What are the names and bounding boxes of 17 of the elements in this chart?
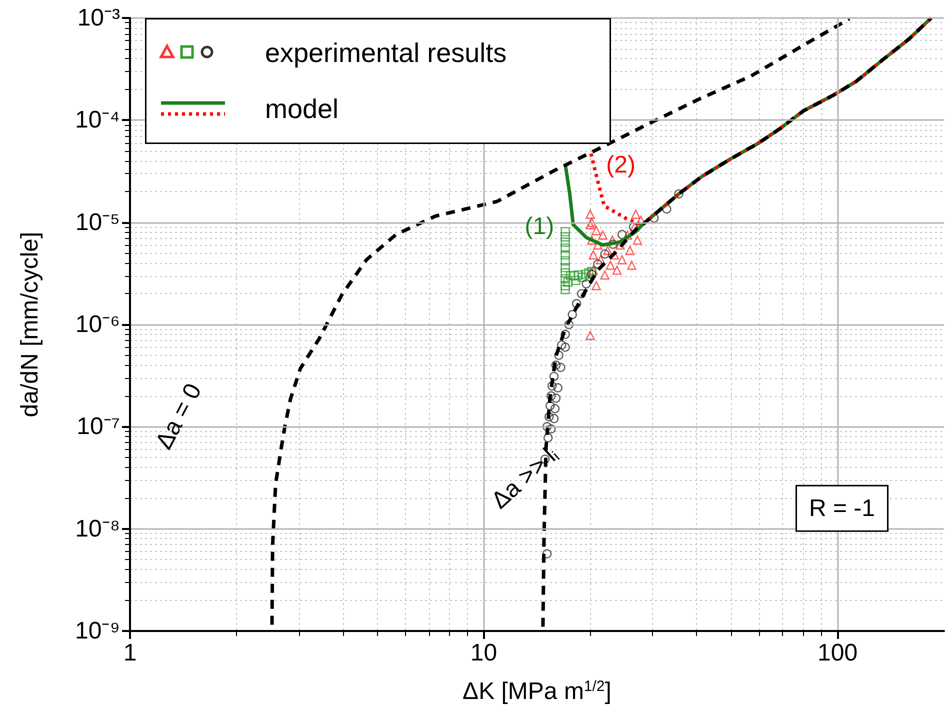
annotation: R = -1 (808, 494, 876, 522)
y-tick-label: 10⁻⁵ (75, 208, 120, 236)
y-tick-label: 10⁻⁸ (75, 515, 120, 542)
y-tick-label: 10⁻⁹ (75, 618, 120, 644)
x-tick-label: 1 (123, 640, 137, 666)
legend-label: experimental results (265, 38, 507, 68)
annotation: (1) (524, 212, 554, 240)
y-tick-label: 10⁻⁷ (76, 413, 120, 440)
annotation: Δa = 0 (150, 379, 208, 454)
y-tick-label: 10⁻³ (77, 4, 120, 32)
y-axis-title: da/dN [mm/cycle] (16, 232, 44, 418)
y-tick-label: 10⁻⁴ (74, 106, 120, 134)
x-tick-label: 100 (817, 640, 858, 666)
annotation: (2) (606, 152, 636, 179)
y-tick-label: 10⁻⁶ (75, 311, 120, 338)
legend-label: model (265, 94, 339, 124)
x-tick-label: 10 (470, 640, 498, 666)
